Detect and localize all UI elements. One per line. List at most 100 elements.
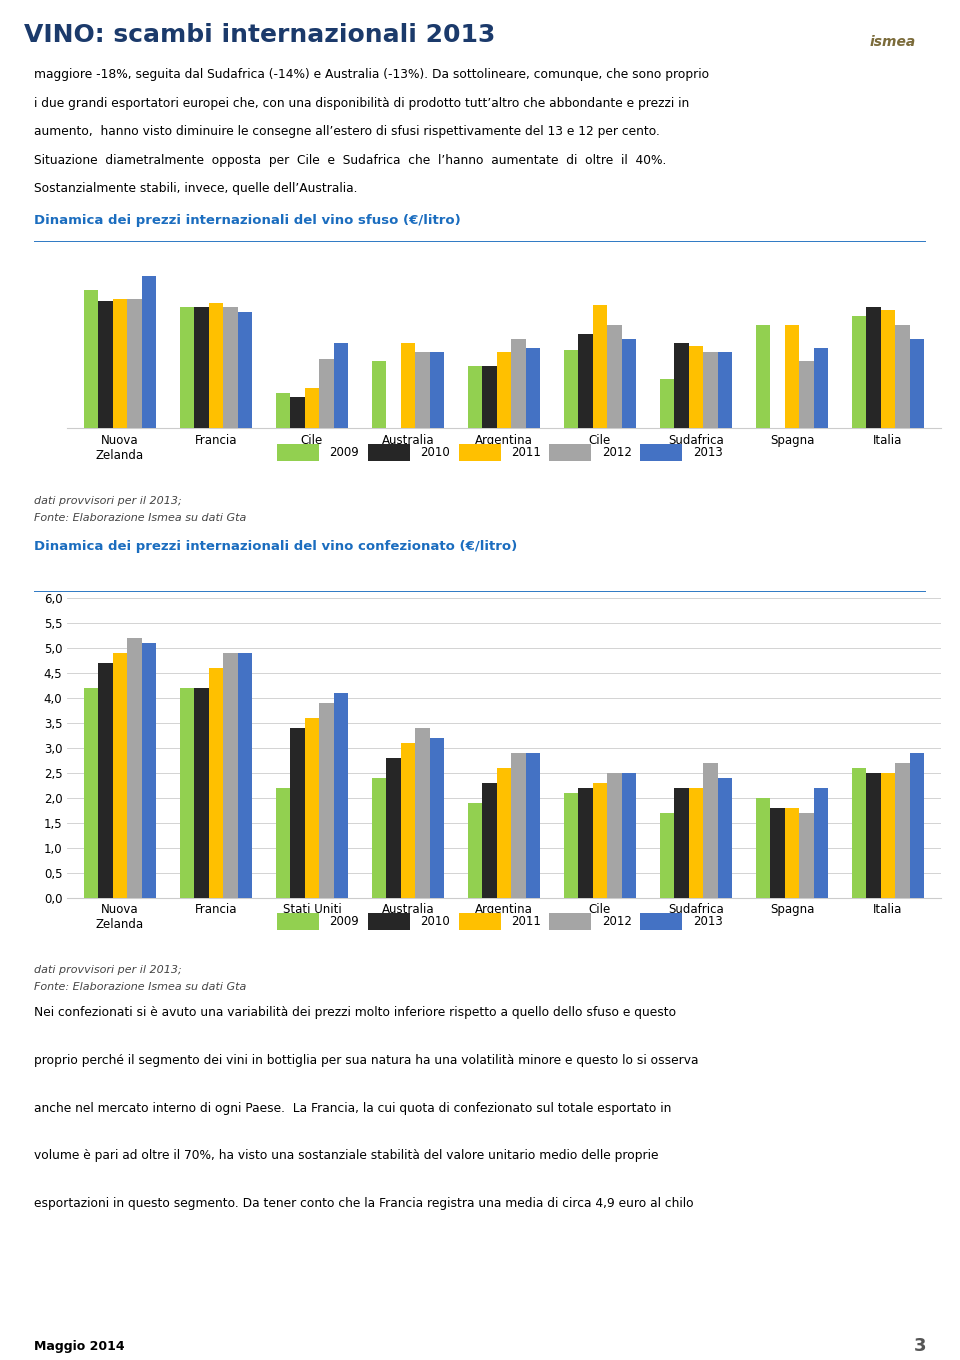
Bar <box>99 664 113 898</box>
Bar <box>640 443 683 461</box>
Bar <box>372 778 386 898</box>
Text: volume è pari ad oltre il 70%, ha visto una sostanziale stabilità del valore uni: volume è pari ad oltre il 70%, ha visto … <box>34 1149 659 1163</box>
Bar <box>400 743 415 898</box>
Text: maggiore -18%, seguita dal Sudafrica (-14%) e Australia (-13%). Da sottolineare,: maggiore -18%, seguita dal Sudafrica (-1… <box>34 68 708 82</box>
Bar <box>468 366 482 428</box>
Bar <box>511 753 525 898</box>
Bar <box>468 802 482 898</box>
Bar <box>660 379 674 428</box>
Text: 2010: 2010 <box>420 446 450 458</box>
Bar <box>290 728 304 898</box>
Bar <box>84 688 99 898</box>
Bar <box>592 783 607 898</box>
Bar <box>84 290 99 428</box>
Bar <box>784 325 799 428</box>
Bar <box>237 653 252 898</box>
Bar <box>717 778 732 898</box>
Bar <box>415 728 429 898</box>
Text: 2011: 2011 <box>511 915 540 928</box>
Text: Maggio 2014: Maggio 2014 <box>34 1340 124 1353</box>
Bar <box>525 753 540 898</box>
Bar <box>223 653 237 898</box>
Text: Fonte: Elaborazione Ismea su dati Gta: Fonte: Elaborazione Ismea su dati Gta <box>34 982 246 993</box>
Bar <box>607 772 621 898</box>
Text: Situazione  diametralmente  opposta  per  Cile  e  Sudafrica  che  l’hanno  aume: Situazione diametralmente opposta per Ci… <box>34 154 666 167</box>
Bar <box>770 808 784 898</box>
Bar <box>592 305 607 428</box>
Bar <box>276 393 290 428</box>
Text: dati provvisori per il 2013;: dati provvisori per il 2013; <box>34 966 181 975</box>
Bar <box>333 694 348 898</box>
Bar <box>429 352 444 428</box>
Text: Fonte: Elaborazione Ismea su dati Gta: Fonte: Elaborazione Ismea su dati Gta <box>34 513 246 524</box>
Bar <box>703 352 717 428</box>
Bar <box>549 913 591 930</box>
Bar <box>429 738 444 898</box>
Bar <box>852 768 866 898</box>
Bar <box>304 718 319 898</box>
Bar <box>674 787 688 898</box>
Bar <box>640 913 683 930</box>
Text: VINO: scambi internazionali 2013: VINO: scambi internazionali 2013 <box>24 23 495 46</box>
Bar <box>127 299 142 428</box>
Text: 2012: 2012 <box>602 446 632 458</box>
Bar <box>688 787 703 898</box>
Bar <box>880 310 895 428</box>
Bar <box>496 768 511 898</box>
Text: 2010: 2010 <box>420 915 450 928</box>
Bar <box>895 325 909 428</box>
Bar <box>511 339 525 428</box>
Bar <box>909 753 924 898</box>
Bar <box>276 787 290 898</box>
Bar <box>578 787 592 898</box>
Text: anche nel mercato interno di ogni Paese.  La Francia, la cui quota di confeziona: anche nel mercato interno di ogni Paese.… <box>34 1102 671 1115</box>
Bar <box>386 758 400 898</box>
Bar <box>290 397 304 428</box>
Bar <box>880 772 895 898</box>
Bar <box>459 443 500 461</box>
Text: 2013: 2013 <box>693 446 723 458</box>
Bar <box>127 638 142 898</box>
Bar <box>99 301 113 428</box>
Bar <box>194 688 208 898</box>
Bar <box>319 359 333 428</box>
Text: Dinamica dei prezzi internazionali del vino sfuso (€/litro): Dinamica dei prezzi internazionali del v… <box>34 214 461 227</box>
Bar <box>813 787 828 898</box>
Bar <box>194 307 208 428</box>
Bar <box>674 343 688 428</box>
Bar <box>660 813 674 898</box>
Bar <box>895 763 909 898</box>
Bar <box>223 307 237 428</box>
Bar <box>852 317 866 428</box>
Text: Dinamica dei prezzi internazionali del vino confezionato (€/litro): Dinamica dei prezzi internazionali del v… <box>34 540 516 554</box>
Bar <box>688 345 703 428</box>
Bar <box>703 763 717 898</box>
Text: 2011: 2011 <box>511 446 540 458</box>
Bar <box>564 793 578 898</box>
Bar <box>813 348 828 428</box>
Text: ismea: ismea <box>870 34 916 49</box>
Bar <box>549 443 591 461</box>
Bar <box>368 443 410 461</box>
Text: Sostanzialmente stabili, invece, quelle dell’Australia.: Sostanzialmente stabili, invece, quelle … <box>34 182 357 196</box>
Bar <box>482 783 496 898</box>
Bar <box>909 339 924 428</box>
Bar <box>607 325 621 428</box>
Bar <box>482 366 496 428</box>
Bar <box>368 913 410 930</box>
Bar <box>415 352 429 428</box>
Bar <box>208 668 223 898</box>
Bar <box>799 362 813 428</box>
Text: 2009: 2009 <box>329 915 359 928</box>
Bar <box>525 348 540 428</box>
Text: Nei confezionati si è avuto una variabilità dei prezzi molto inferiore rispetto : Nei confezionati si è avuto una variabil… <box>34 1006 676 1020</box>
Text: esportazioni in questo segmento. Da tener conto che la Francia registra una medi: esportazioni in questo segmento. Da tene… <box>34 1197 693 1210</box>
Bar <box>142 276 156 428</box>
Bar <box>578 335 592 428</box>
Text: proprio perché il segmento dei vini in bottiglia per sua natura ha una volatilit: proprio perché il segmento dei vini in b… <box>34 1054 698 1068</box>
Text: dati provvisori per il 2013;: dati provvisori per il 2013; <box>34 496 181 506</box>
Bar <box>333 343 348 428</box>
Bar <box>113 299 127 428</box>
Bar <box>142 643 156 898</box>
Bar <box>496 352 511 428</box>
